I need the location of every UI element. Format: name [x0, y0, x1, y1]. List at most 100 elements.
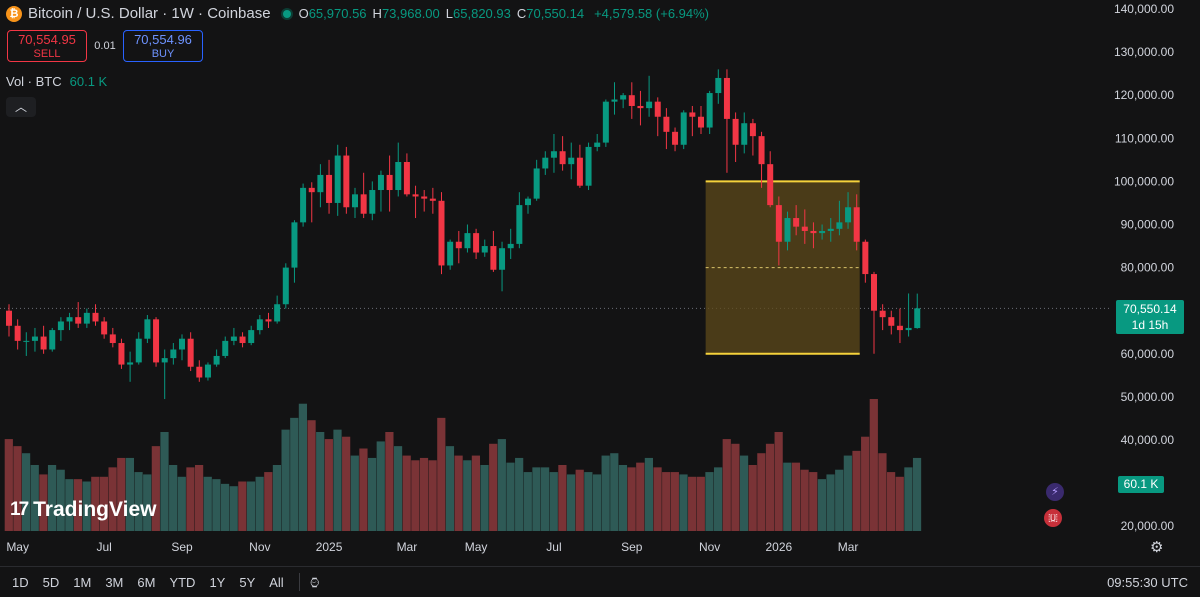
- candle-body: [654, 101, 661, 117]
- range-5d[interactable]: 5D: [42, 574, 60, 590]
- volume-bar: [861, 436, 870, 531]
- candle-body: [300, 187, 307, 223]
- candle-body: [585, 146, 592, 186]
- volume-value-badge: 60.1 K: [1118, 476, 1164, 493]
- candle-body: [274, 304, 281, 322]
- range-1y[interactable]: 1Y: [209, 574, 226, 590]
- candle-body: [689, 112, 696, 117]
- candle-body: [265, 319, 272, 322]
- candle-body: [871, 274, 877, 311]
- candle-body: [793, 218, 800, 227]
- lightning-event-icon[interactable]: ⚡: [1046, 483, 1064, 501]
- volume-bar: [731, 443, 740, 531]
- candle-body: [663, 116, 670, 132]
- volume-bar: [878, 453, 887, 531]
- price-chart[interactable]: 140,000.00 130,000.00 120,000.00 110,000.00…: [0, 0, 1200, 566]
- candle-body: [412, 194, 419, 197]
- volume-bar: [904, 467, 913, 531]
- candle-body: [360, 194, 367, 214]
- time-tick-label: Nov: [249, 540, 270, 554]
- volume-bar: [160, 432, 169, 531]
- range-ytd[interactable]: YTD: [169, 574, 196, 590]
- volume-bar: [212, 479, 221, 531]
- range-1d[interactable]: 1D: [12, 574, 29, 590]
- ohlc-open: O65,970.56: [298, 6, 367, 21]
- candle-body: [144, 319, 151, 339]
- volume-bar: [566, 474, 576, 531]
- volume-bar: [402, 455, 411, 531]
- candle-body: [40, 336, 47, 350]
- us-flag-event-icon[interactable]: 🇺: [1044, 509, 1062, 527]
- volume-bar: [523, 472, 532, 531]
- candle-body: [758, 136, 765, 165]
- volume-bar: [272, 465, 282, 531]
- volume-bar: [368, 457, 377, 531]
- volume-bar: [350, 455, 359, 531]
- candle-body: [369, 190, 376, 214]
- volume-bar: [238, 481, 247, 531]
- price-tick-label: 90,000.00: [1121, 218, 1175, 232]
- volume-bar: [264, 472, 273, 531]
- volume-bar: [705, 472, 714, 531]
- clock-time[interactable]: 09:55:30 UTC: [1107, 574, 1188, 590]
- candle-body: [499, 248, 506, 270]
- volume-bar: [662, 472, 671, 531]
- time-axis[interactable]: May Jul Sep Nov 2025 Mar May Jul Sep Nov 2026 Mar: [6, 540, 858, 554]
- candle-body: [196, 366, 203, 378]
- volume-bar: [688, 476, 697, 531]
- candle-body: [888, 317, 895, 326]
- time-tick-label: Mar: [397, 540, 418, 554]
- candle-body: [204, 364, 211, 378]
- price-range-box[interactable]: [705, 180, 860, 355]
- range-3m[interactable]: 3M: [105, 574, 124, 590]
- volume-bar: [333, 429, 342, 531]
- candle-body: [395, 162, 402, 191]
- candle-body: [153, 319, 160, 363]
- volume-bar: [246, 481, 256, 531]
- volume-bar: [195, 465, 204, 531]
- volume-bar: [290, 417, 299, 531]
- volume-bar: [575, 469, 584, 531]
- volume-bar: [852, 450, 861, 531]
- volume-bar: [679, 474, 688, 531]
- volume-legend[interactable]: Vol · BTC 60.1 K: [6, 74, 108, 89]
- candle-body: [576, 157, 583, 186]
- price-axis[interactable]: 140,000.00 130,000.00 120,000.00 110,000.00…: [1114, 2, 1174, 533]
- gear-icon[interactable]: ⚙: [1150, 539, 1164, 556]
- price-change: +4,579.58 (+6.94%): [594, 6, 710, 21]
- candles: [6, 69, 921, 400]
- range-1m[interactable]: 1M: [73, 574, 92, 590]
- volume-bar: [445, 446, 455, 531]
- volume-bar: [471, 455, 480, 531]
- candle-body: [75, 317, 82, 324]
- volume-bar: [765, 443, 775, 531]
- range-5y[interactable]: 5Y: [239, 574, 256, 590]
- volume-bar: [653, 467, 662, 531]
- candle-body: [516, 205, 523, 244]
- toolbar-divider: [298, 573, 300, 591]
- candle-body: [827, 228, 834, 231]
- sell-button[interactable]: 70,554.95 SELL: [7, 30, 87, 62]
- volume-bar: [541, 467, 550, 531]
- candle-body: [481, 246, 488, 253]
- volume-bar: [428, 460, 437, 531]
- trade-panel: 70,554.95 SELL 0.01 70,554.96 BUY: [7, 30, 203, 62]
- range-6m[interactable]: 6M: [137, 574, 156, 590]
- volume-bar: [912, 457, 922, 531]
- symbol-title[interactable]: Bitcoin / U.S. Dollar · 1W · Coinbase: [28, 5, 271, 22]
- volume-bar: [65, 479, 74, 531]
- tradingview-logo[interactable]: 17 TradingView: [10, 498, 157, 521]
- price-tick-label: 130,000.00: [1114, 45, 1174, 59]
- range-all[interactable]: All: [269, 574, 284, 590]
- candle-body: [732, 118, 739, 145]
- volume-bar: [696, 476, 705, 531]
- volume-bar: [774, 432, 783, 531]
- bitcoin-icon: ₿: [6, 5, 22, 22]
- buy-button[interactable]: 70,554.96 BUY: [123, 30, 203, 62]
- calendar-icon[interactable]: ⌚︎: [307, 574, 322, 591]
- collapse-legend-chevron-up-icon[interactable]: ︿: [6, 97, 36, 117]
- candle-body: [447, 241, 454, 266]
- candle-body: [135, 338, 142, 363]
- time-tick-label: Mar: [838, 540, 859, 554]
- volume-bar: [298, 403, 307, 531]
